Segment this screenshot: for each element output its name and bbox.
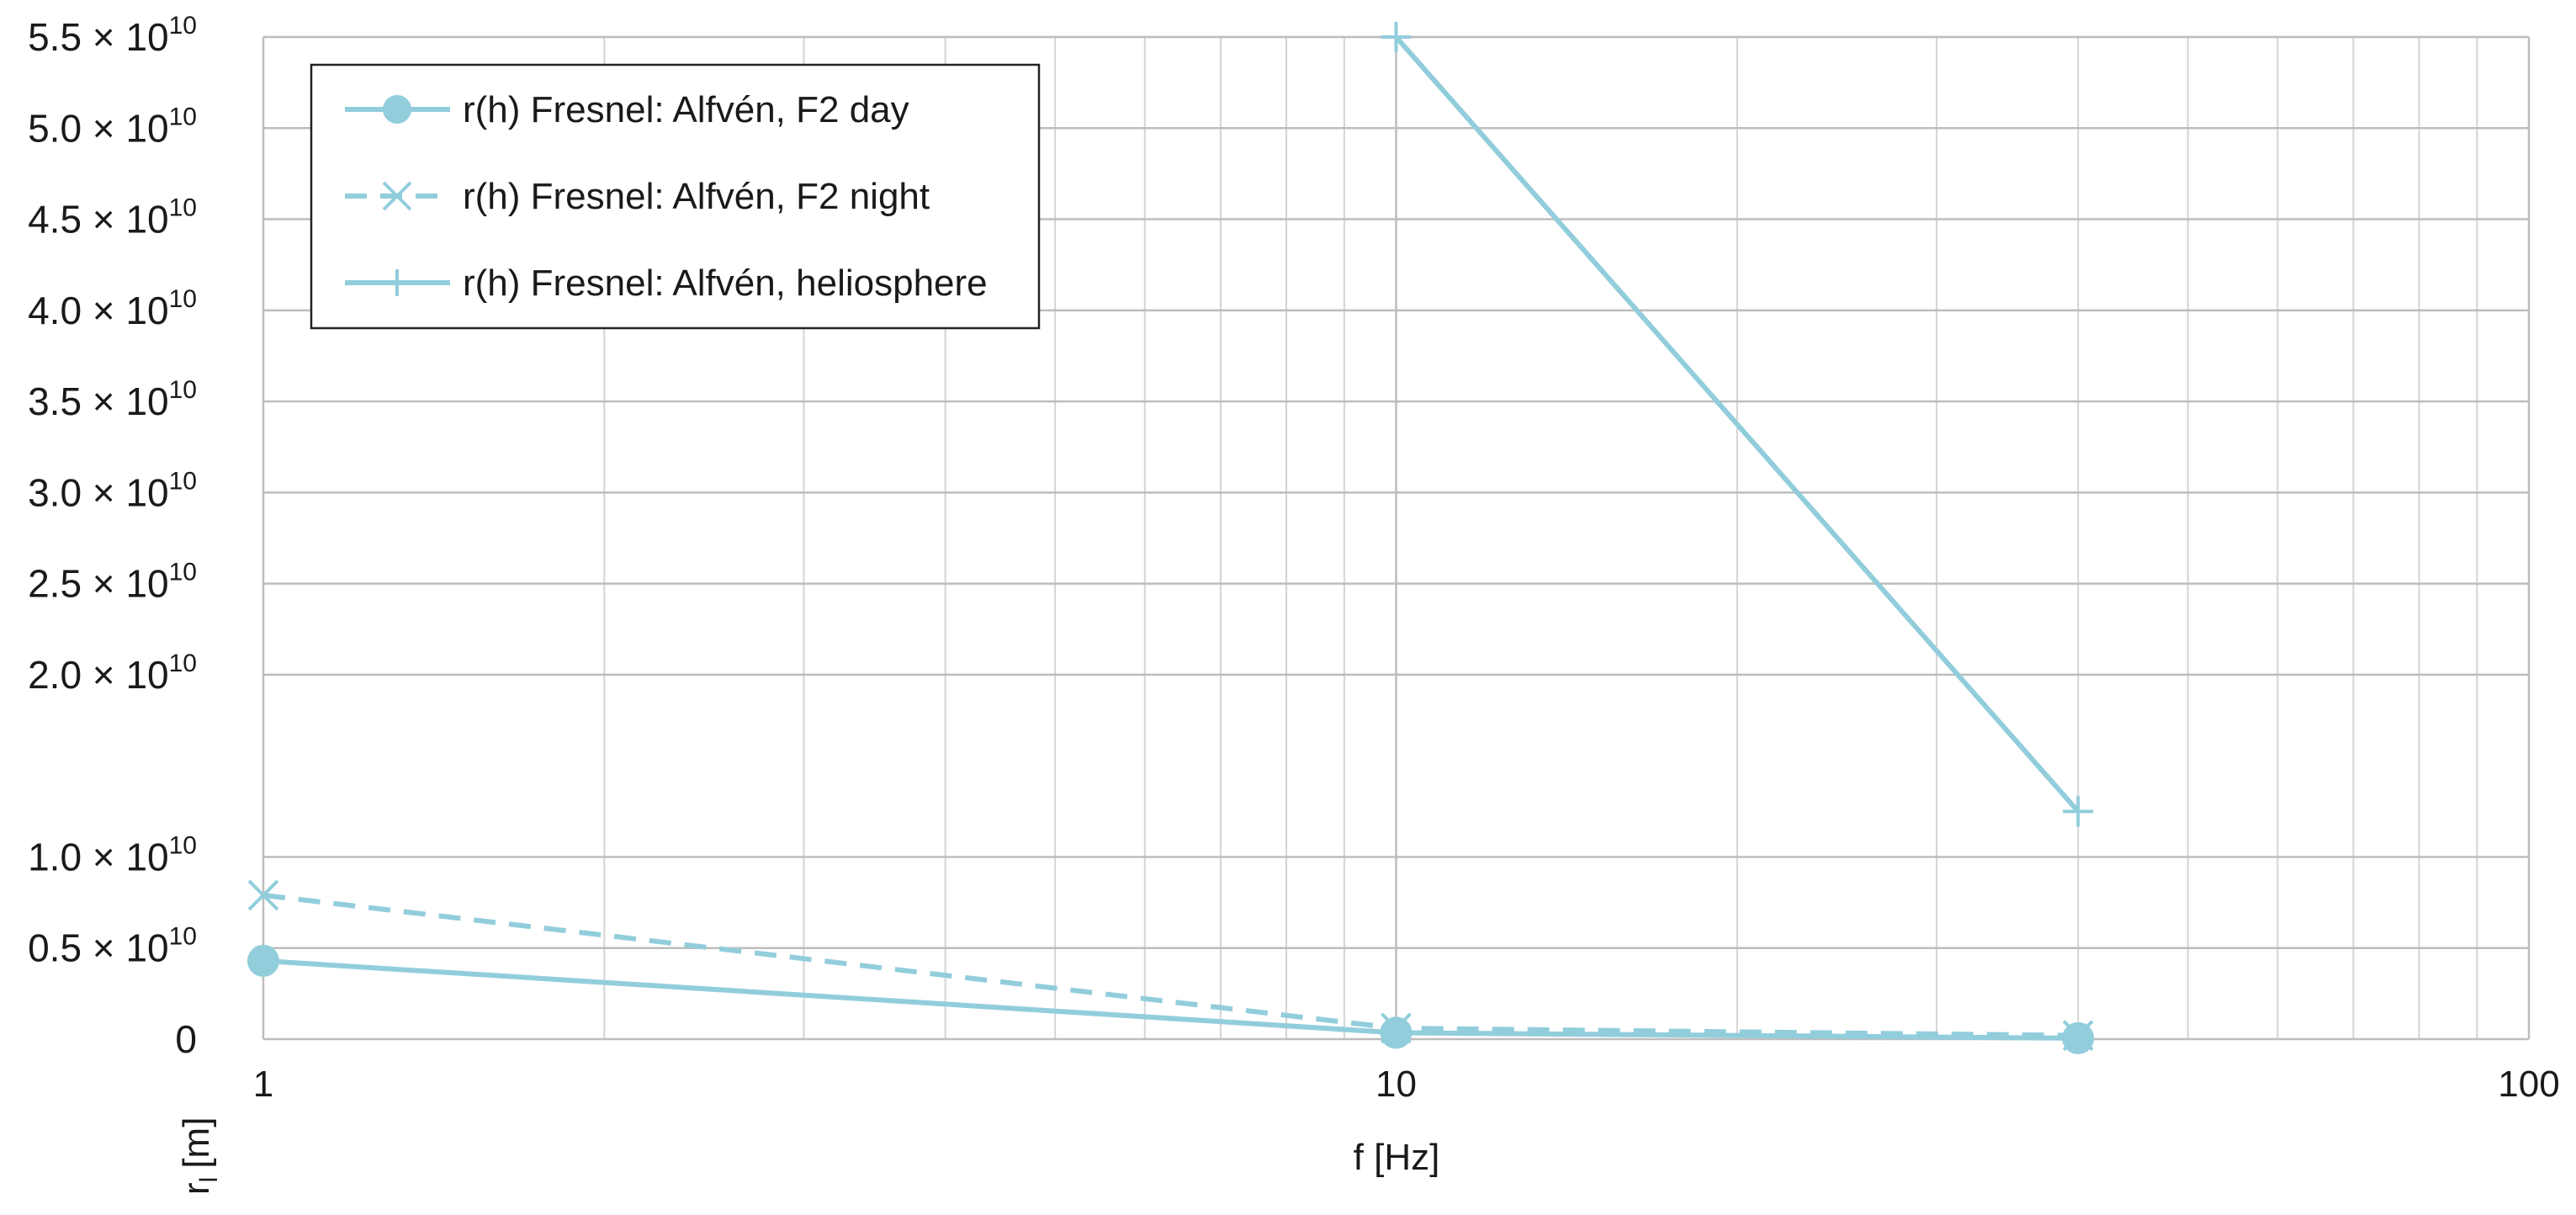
point-marker	[2062, 1021, 2095, 1054]
x-tick-labels: 1 10 100	[253, 1064, 2560, 1105]
point-marker	[247, 879, 279, 911]
series-2	[247, 879, 2094, 1052]
y-tick-labels: 0 0.5 × 1010 1.0 × 1010 2.0 × 1010 2.5 × 101…	[28, 12, 197, 1061]
y-axis-label-unit: [m]	[176, 1117, 217, 1169]
series-line	[262, 958, 2079, 1041]
series-line	[262, 892, 2079, 1038]
series-layer	[247, 22, 2095, 1054]
y-tick-label: 5.5 × 1010	[28, 12, 197, 59]
legend-label: r(h) Fresnel: Alfvén, F2 night	[463, 176, 930, 217]
y-tick-label: 3.5 × 1010	[28, 376, 197, 423]
y-tick-label: 4.0 × 1010	[28, 285, 197, 332]
y-axis-label-sub: l	[195, 1177, 223, 1183]
y-axis-label-main: r	[176, 1182, 217, 1195]
y-tick-label: 2.5 × 1010	[28, 559, 197, 606]
point-marker	[1381, 1012, 1412, 1044]
y-axis-label: rl [m]	[176, 1117, 223, 1195]
legend-item-2: r(h) Fresnel: Alfvén, F2 night	[345, 176, 930, 217]
point-marker	[383, 95, 411, 124]
y-tick-label: 0	[175, 1017, 197, 1061]
legend: r(h) Fresnel: Alfvén, F2 day r(h) Fresnel…	[310, 63, 1041, 330]
legend-item-3: r(h) Fresnel: Alfvén, heliosphere	[345, 263, 988, 304]
x-tick-label: 1	[253, 1064, 273, 1105]
y-tick-label: 0.5 × 1010	[28, 923, 197, 970]
y-tick-label: 1.0 × 1010	[28, 831, 197, 878]
y-tick-label: 2.0 × 1010	[28, 650, 197, 697]
point-marker	[2062, 1020, 2094, 1052]
legend-label: r(h) Fresnel: Alfvén, heliosphere	[463, 263, 988, 304]
legend-item-1: r(h) Fresnel: Alfvén, F2 day	[345, 89, 909, 130]
legend-label: r(h) Fresnel: Alfvén, F2 day	[463, 89, 909, 130]
y-tick-label: 3.0 × 1010	[28, 467, 197, 514]
point-marker	[1380, 1016, 1413, 1049]
grid-minor	[603, 37, 2478, 1039]
series-line	[1394, 35, 2080, 814]
y-tick-label: 5.0 × 1010	[28, 103, 197, 150]
y-tick-label: 4.5 × 1010	[28, 194, 197, 241]
x-axis-label: f [Hz]	[1354, 1137, 1440, 1178]
point-marker	[247, 944, 279, 977]
x-tick-label: 10	[1375, 1064, 1417, 1105]
series-3	[1381, 22, 2094, 827]
x-tick-label: 100	[2498, 1064, 2559, 1105]
series-1	[247, 944, 2095, 1054]
point-marker	[382, 181, 412, 211]
